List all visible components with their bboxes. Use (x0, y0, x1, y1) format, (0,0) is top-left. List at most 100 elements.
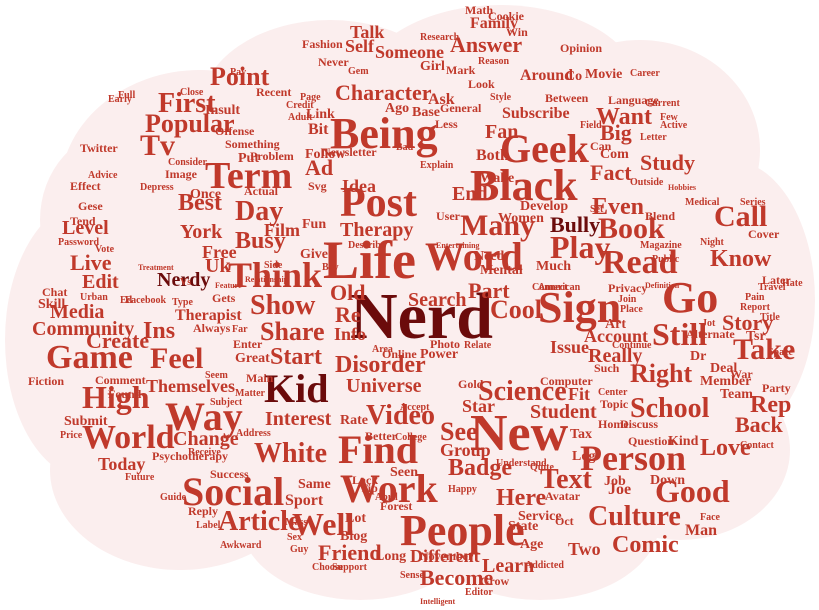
word-day: Day (235, 196, 283, 227)
word-urban: Urban (80, 292, 108, 303)
word-themselves: Themselves (146, 376, 235, 396)
word-early: Early (108, 94, 132, 105)
word-world: World (82, 419, 175, 456)
word-word: Word (425, 234, 523, 279)
word-gets: Gets (212, 291, 236, 305)
word-avatar: Avatar (545, 489, 581, 503)
word-tend: Tend (70, 214, 96, 228)
word-sign: Sign (538, 283, 621, 332)
word-photo: Photo (430, 337, 460, 351)
word-need: Need (474, 249, 505, 264)
word-info: Info (334, 324, 366, 344)
word-love: Love (700, 435, 751, 461)
word-really: Really (588, 345, 642, 367)
word-people: People (400, 506, 525, 555)
word-white: White (254, 438, 327, 469)
word-share: Share (260, 317, 325, 346)
word-point: Point (210, 62, 270, 91)
word-always: Always (193, 321, 231, 335)
word-sense: Sense (400, 570, 424, 581)
word-seem: Seem (205, 370, 228, 381)
word-down: Down (650, 473, 685, 488)
word-go: Go (662, 273, 718, 322)
word-career: Career (630, 68, 660, 79)
word-issue: Issue (550, 337, 589, 357)
word-treatment: Treatment (138, 263, 174, 272)
word-success: Success (210, 467, 249, 481)
word-college: College (395, 432, 427, 443)
word-such: Such (594, 361, 620, 375)
word-guy: Guy (290, 544, 308, 555)
word-math: Math (465, 3, 493, 17)
word-sport: Sport (285, 492, 324, 509)
word-book: Book (598, 212, 665, 245)
word-hate: Hate (782, 278, 803, 289)
word-article: Article (218, 506, 300, 537)
word-war: War (730, 367, 753, 381)
word-play: Play (550, 229, 610, 265)
word-bad: Bad (396, 142, 414, 153)
word-intelligent: Intelligent (420, 597, 455, 606)
word-family: Family (470, 15, 518, 32)
word-reply: Reply (188, 504, 218, 518)
word-support: Support (332, 562, 368, 573)
word-style: Style (490, 92, 512, 103)
word-develop: Develop (520, 199, 568, 214)
word-magazine: Magazine (640, 240, 682, 251)
word-ask: Ask (428, 91, 455, 108)
word-call: Call (714, 200, 767, 233)
word-link: Link (306, 107, 335, 122)
word-therapy: Therapy (340, 219, 413, 241)
word-guide: Guide (160, 492, 187, 503)
word-depress: Depress (140, 182, 174, 193)
word-blog: Blog (340, 529, 367, 544)
word-something: Something (225, 137, 280, 151)
word-being: Being (330, 109, 438, 158)
word-forest: Forest (380, 499, 412, 513)
words-dark: Nerd Kid Bully Nerdy (157, 212, 600, 411)
word-girl: Girl (420, 59, 445, 74)
word-fan: Fan (485, 121, 518, 143)
word-lot: Lot (345, 511, 366, 526)
word-join: Join (618, 294, 637, 305)
word-re: Re (335, 302, 361, 327)
word-language: Language (608, 93, 659, 107)
word-space: Space (768, 347, 794, 358)
word-film: Film (264, 220, 300, 240)
word-win: Win (506, 25, 528, 39)
word-still: Still (652, 316, 707, 352)
word-read: Read (602, 244, 678, 281)
word-student: Student (530, 401, 597, 423)
word-create: Create (86, 328, 149, 353)
word-area: Area (372, 344, 393, 355)
word-long: Long (375, 549, 406, 564)
word-adult: Adult (288, 112, 313, 123)
word-group: Group (440, 440, 491, 460)
word-ed: Ed (120, 295, 133, 306)
word-power: Power (420, 347, 458, 362)
word-effect: Effect (70, 179, 101, 193)
word-subject: Subject (210, 397, 243, 408)
word-art: Art (605, 317, 626, 332)
word-term: Term (205, 155, 292, 197)
word-fact: Fact (590, 160, 632, 185)
word-different: Different (410, 546, 480, 566)
word-become: Become (420, 565, 494, 590)
word-member: Member (700, 374, 751, 389)
word-general: General (440, 101, 482, 115)
word-level: Level (62, 217, 109, 239)
word-lack: Lack (352, 473, 378, 487)
word-base: Base (412, 105, 440, 120)
word-price: Price (60, 430, 83, 441)
word-much: Much (536, 259, 571, 274)
word-good: Good (655, 473, 730, 509)
word-between: Between (545, 91, 589, 105)
word-outside: Outside (630, 177, 664, 188)
word-public: Public (652, 254, 680, 265)
word-take: Take (733, 333, 795, 366)
word-friend: Friend (318, 540, 382, 565)
word-definition: Definition (645, 281, 680, 290)
word-bit: Bit (308, 121, 329, 138)
word-full: Full (118, 90, 135, 101)
